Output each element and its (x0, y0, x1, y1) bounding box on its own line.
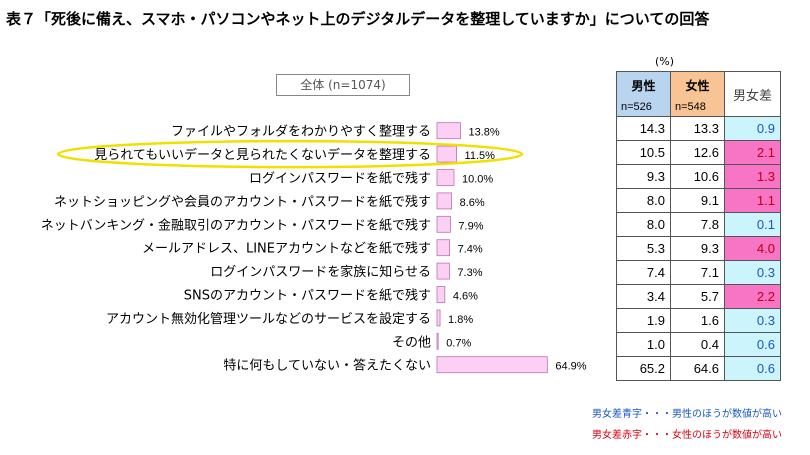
unit-label: (%) (655, 55, 675, 68)
table-row: 8.0 7.8 0.1 (616, 212, 781, 237)
value-label: 0.7% (446, 337, 471, 349)
diff-value: 0.1 (724, 212, 781, 237)
value-label: 1.8% (448, 314, 473, 326)
chart-title: 表７「死後に備え、スマホ・パソコンやネット上のデジタルデータを整理していますか」… (6, 10, 710, 28)
table-row: 65.2 64.6 0.6 (616, 356, 781, 381)
table-row: 10.5 12.6 2.1 (616, 140, 781, 165)
male-value: 10.5 (616, 140, 671, 165)
value-label: 4.6% (453, 291, 478, 303)
overall-label: 全体 (n=1074) (276, 74, 410, 96)
diff-value: 0.6 (724, 332, 781, 357)
diff-header: 男女差 (724, 71, 781, 117)
male-value: 7.4 (616, 260, 671, 285)
table-row: 7.4 7.1 0.3 (616, 260, 781, 285)
value-label: 11.5% (465, 150, 496, 162)
category-label: ファイルやフォルダをわかりやすく整理する (171, 125, 431, 140)
male-value: 1.0 (616, 332, 671, 357)
female-header: 女性 n=548 (670, 71, 725, 117)
male-value: 8.0 (616, 212, 671, 237)
bar (436, 309, 441, 327)
value-label: 13.8% (468, 127, 499, 139)
gender-table: 男性 n=526 女性 n=548 男女差 14.3 13.3 0.9 10.5 12.… (616, 71, 781, 381)
bar (436, 122, 461, 140)
diff-value: 0.3 (724, 260, 781, 285)
male-header: 男性 n=526 (616, 71, 671, 117)
male-value: 3.4 (616, 284, 671, 309)
male-n: n=526 (621, 101, 652, 113)
bar (436, 356, 548, 374)
bar (436, 145, 457, 163)
highlight-ellipse (56, 139, 524, 169)
category-label: ネットバンキング・金融取引のアカウント・パスワードを紙で残す (41, 217, 431, 233)
male-value: 65.2 (616, 356, 671, 381)
diff-value: 2.1 (724, 140, 781, 165)
male-value: 8.0 (616, 188, 671, 213)
value-label: 64.9% (555, 361, 586, 373)
note-blue: 男女差青字・・・男性のほうが数値が高い (592, 409, 782, 420)
bar (436, 239, 450, 257)
table-row: 8.0 9.1 1.1 (616, 188, 781, 213)
value-label: 8.6% (460, 197, 485, 209)
bar (436, 192, 453, 210)
table-body: 14.3 13.3 0.9 10.5 12.6 2.1 9.3 10.6 1.3 8.0 9.1 1.… (616, 116, 781, 381)
bar (436, 286, 446, 303)
male-value: 14.3 (616, 116, 671, 141)
diff-value: 0.9 (724, 116, 781, 141)
category-label: ネットショッピングや会員のアカウント・パスワードを紙で残す (54, 195, 431, 210)
bar (436, 262, 450, 280)
category-label: メールアドレス、LINEアカウントなどを紙で残す (142, 242, 431, 257)
female-value: 12.6 (670, 140, 725, 165)
diff-value: 1.3 (724, 164, 781, 189)
female-value: 64.6 (670, 356, 725, 381)
category-label: ログインパスワードを紙で残す (249, 172, 431, 187)
female-value: 1.6 (670, 308, 725, 333)
value-label: 10.0% (462, 174, 493, 186)
female-value: 7.1 (670, 260, 725, 285)
female-value: 9.3 (670, 236, 725, 261)
category-label: 見られてもいいデータと見られたくないデータを整理する (94, 147, 431, 163)
table-row: 9.3 10.6 1.3 (616, 164, 781, 189)
diff-value: 0.3 (724, 308, 781, 333)
value-label: 7.3% (457, 267, 482, 279)
female-value: 13.3 (670, 116, 725, 141)
female-value: 9.1 (670, 188, 725, 213)
value-label: 7.4% (458, 244, 483, 256)
category-label: SNSのアカウント・パスワードを紙で残す (184, 289, 431, 304)
female-value: 5.7 (670, 284, 725, 309)
table-row: 3.4 5.7 2.2 (616, 284, 781, 309)
table-row: 14.3 13.3 0.9 (616, 116, 781, 141)
male-value: 9.3 (616, 164, 671, 189)
bar-chart: ファイルやフォルダをわかりやすく整理する 13.8% 見られてもいいデータと見られた… (41, 122, 587, 374)
value-label: 7.9% (458, 220, 483, 232)
male-label: 男性 (631, 79, 656, 93)
category-label: ログインパスワードを家族に知らせる (210, 264, 431, 280)
female-value: 10.6 (670, 164, 725, 189)
diff-value: 0.6 (724, 356, 781, 381)
category-label: アカウント無効化管理ツールなどのサービスを設定する (106, 311, 431, 327)
table-row: 5.3 9.3 4.0 (616, 236, 781, 261)
table-row: 1.0 0.4 0.6 (616, 332, 781, 357)
bar (436, 215, 451, 233)
female-label: 女性 (685, 79, 710, 93)
male-value: 5.3 (616, 236, 671, 261)
category-label: その他 (392, 335, 431, 350)
female-value: 7.8 (670, 212, 725, 237)
category-label: 特に何もしていない・答えたくない (223, 358, 431, 374)
female-value: 0.4 (670, 332, 725, 357)
note-red: 男女差赤字・・・女性のほうが数値が高い (592, 430, 782, 441)
male-value: 1.9 (616, 308, 671, 333)
table-row: 1.9 1.6 0.3 (616, 308, 781, 333)
bar (436, 169, 455, 186)
female-n: n=548 (675, 101, 706, 113)
bar (436, 332, 439, 350)
diff-value: 2.2 (724, 284, 781, 309)
diff-value: 1.1 (724, 188, 781, 213)
diff-value: 4.0 (724, 236, 781, 261)
